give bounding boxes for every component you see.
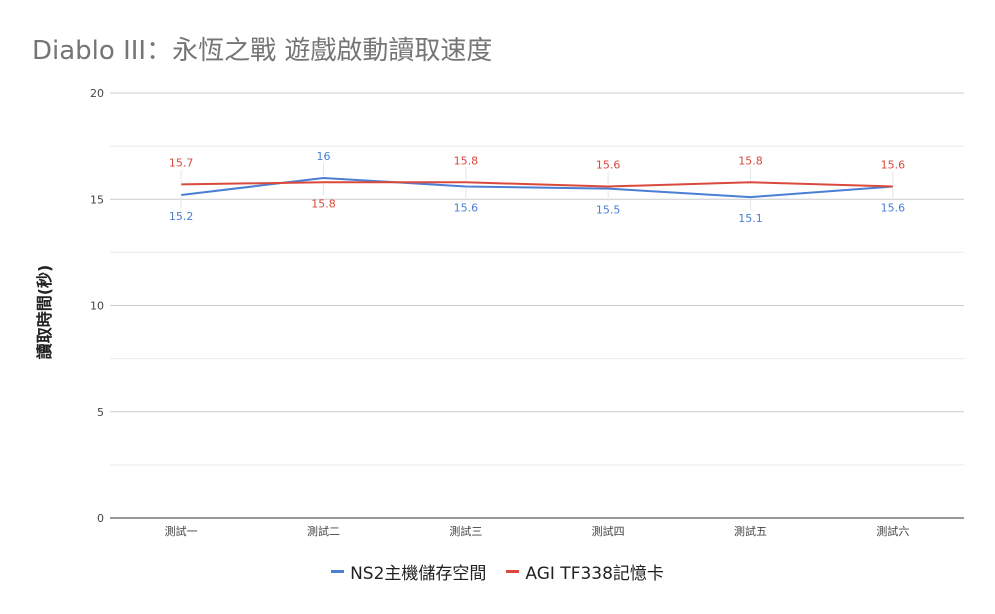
x-tick-label: 測試二 [307, 524, 340, 538]
legend-swatch-ns2 [331, 570, 345, 573]
series-line-0 [181, 177, 893, 199]
y-tick-label: 20 [90, 87, 104, 100]
y-tick-label: 10 [90, 300, 104, 313]
data-label: 15.6 [881, 159, 906, 172]
legend-item-ns2[interactable]: NS2主機儲存空間 [331, 559, 486, 584]
data-label: 15.7 [169, 156, 194, 169]
series [181, 177, 893, 199]
data-label: 15.8 [738, 154, 763, 167]
series-line-1 [181, 181, 893, 188]
data-label: 16 [317, 150, 331, 163]
data-label: 15.6 [454, 202, 479, 215]
y-axis-label: 讀取時間(秒) [35, 265, 54, 360]
x-tick-label: 測試四 [592, 524, 625, 538]
legend-swatch-agi [506, 570, 520, 573]
data-label: 15.5 [596, 204, 621, 217]
legend-label-ns2: NS2主機儲存空間 [350, 564, 487, 584]
data-label: 15.6 [881, 202, 906, 215]
x-tick-label: 測試五 [734, 524, 767, 538]
gridlines [110, 92, 964, 466]
data-label: 15.1 [738, 212, 763, 225]
x-tick-label: 測試六 [876, 524, 909, 538]
legend-item-agi[interactable]: AGI TF338記憶卡 [506, 559, 664, 584]
y-tick-label: 5 [97, 406, 104, 419]
axes: 0 5 10 15 20 測試一 測試二 測試三 測試四 測試五 測試六 [90, 87, 964, 538]
x-tick-label: 測試一 [165, 524, 198, 538]
legend-label-agi: AGI TF338記憶卡 [525, 564, 664, 584]
y-tick-label: 15 [90, 193, 104, 206]
y-tick-label: 0 [97, 512, 104, 525]
x-tick-label: 測試三 [449, 524, 482, 538]
data-labels: 15.2 16 15.6 15.5 15.1 15.6 15.7 15.8 15.8 15.6 15… [169, 150, 905, 225]
data-label: 15.8 [454, 154, 479, 167]
chart-title: Diablo III：永恆之戰 遊戲啟動讀取速度 [32, 36, 493, 66]
data-label: 15.2 [169, 210, 194, 223]
data-label: 15.8 [311, 197, 336, 210]
legend: NS2主機儲存空間 AGI TF338記憶卡 [0, 559, 995, 584]
data-label: 15.6 [596, 159, 621, 172]
